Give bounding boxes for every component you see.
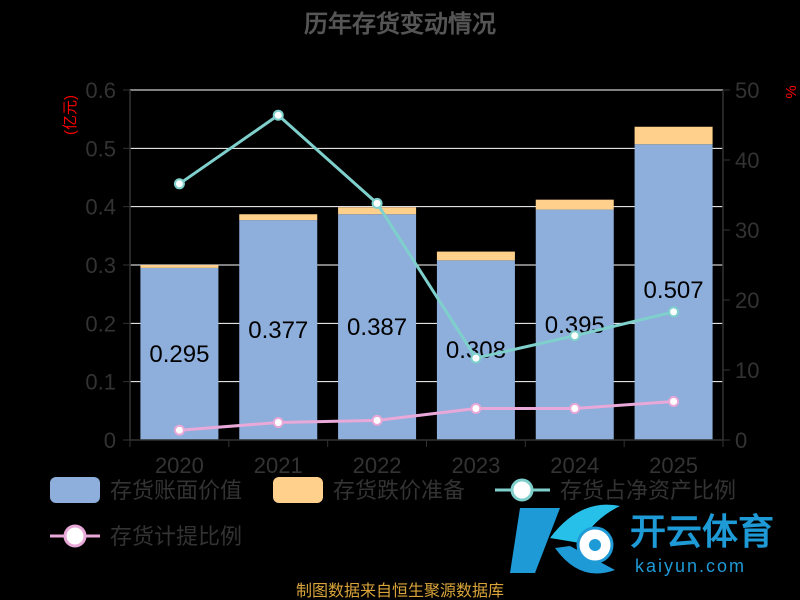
bar-book-value-2020 (140, 267, 219, 440)
point-net-asset-ratio-2025 (668, 306, 680, 318)
x-axis-tick-label: 2024 (550, 453, 599, 478)
legend-item-net-asset-ratio[interactable]: 存货占净资产比例 (495, 478, 736, 503)
bar-impairment-2025 (634, 126, 713, 145)
kaiyun-logo-icon (510, 504, 620, 574)
point-net-asset-ratio-2024 (569, 330, 581, 342)
right-axis-tick-label: 30 (735, 218, 759, 243)
point-provision-ratio-2020 (173, 424, 185, 436)
left-axis-tick-label: 0.1 (85, 370, 116, 395)
legend-item-provision-ratio[interactable]: 存货计提比例 (50, 524, 242, 549)
bar-data-label: 0.507 (644, 277, 704, 304)
bar-series (140, 126, 713, 440)
x-axis-tick-label: 2020 (155, 453, 204, 478)
bar-data-label: 0.295 (149, 341, 209, 368)
legend-label-provision-ratio: 存货计提比例 (110, 524, 242, 549)
left-axis-tick-label: 0 (104, 428, 116, 453)
bar-impairment-2021 (239, 214, 318, 221)
point-net-asset-ratio-2023 (470, 352, 482, 364)
watermark-site: kaiyun.com (635, 556, 746, 576)
legend-label-impairment: 存货跌价准备 (333, 478, 465, 503)
point-net-asset-ratio-2020 (173, 178, 185, 190)
point-provision-ratio-2025 (668, 396, 680, 407)
x-axis-tick-label: 2025 (649, 453, 698, 478)
left-axis-tick-label: 0.6 (85, 78, 116, 103)
left-axis-unit-label: (亿元) (62, 95, 79, 135)
legend-marker-net-asset-ratio (510, 478, 534, 502)
left-axis-tick-label: 0.5 (85, 136, 116, 161)
right-axis-tick-label: 50 (735, 78, 759, 103)
bar-impairment-2023 (436, 251, 515, 261)
line-series (173, 109, 680, 436)
right-axis-tick-label: 20 (735, 288, 759, 313)
bar-book-value-2024 (535, 209, 614, 440)
left-axis-tick-label: 0.2 (85, 311, 116, 336)
legend-swatch-book-value (50, 477, 100, 503)
bar-book-value-2025 (634, 144, 713, 440)
bar-impairment-2024 (535, 199, 614, 210)
axes: 0 0.1 0.2 0.3 0.4 0.5 0.6 0 10 20 30 40 50 2020 2021 20… (85, 78, 759, 478)
legend-marker-provision-ratio (63, 524, 87, 548)
point-net-asset-ratio-2022 (371, 197, 383, 209)
point-provision-ratio-2021 (272, 417, 284, 428)
line-provision-ratio (179, 400, 674, 432)
left-axis-tick-label: 0.4 (85, 195, 116, 220)
point-provision-ratio-2024 (569, 403, 581, 414)
point-provision-ratio-2022 (371, 414, 383, 426)
x-axis-tick-label: 2022 (353, 453, 402, 478)
watermark-brand: 开云体育 (630, 511, 774, 552)
legend-item-impairment-reserve[interactable]: 存货跌价准备 (273, 477, 465, 503)
right-axis-tick-label: 0 (735, 428, 747, 453)
right-axis-unit-label: % (783, 85, 800, 98)
source-note: 制图数据来自恒生聚源数据库 (296, 582, 504, 600)
bar-impairment-2022 (338, 207, 417, 215)
right-axis-tick-label: 10 (735, 358, 759, 383)
point-net-asset-ratio-2021 (272, 109, 284, 121)
right-axis-tick-label: 40 (735, 148, 759, 173)
bar-book-value-2021 (239, 220, 318, 440)
kaiyun-watermark: 开云体育 kaiyun.com (510, 504, 774, 576)
chart-title: 历年存货变动情况 (304, 10, 496, 38)
x-axis-tick-label: 2021 (254, 453, 303, 478)
bar-book-value-2022 (338, 214, 417, 440)
left-axis-tick-label: 0.3 (85, 253, 116, 278)
legend-label-net-asset-ratio: 存货占净资产比例 (560, 478, 736, 503)
line-net-asset-ratio (178, 113, 674, 360)
legend-item-inventory-book-value[interactable]: 存货账面价值 (50, 477, 242, 503)
legend-label-book-value: 存货账面价值 (110, 478, 242, 503)
bar-data-label: 0.387 (347, 314, 407, 341)
grid-lines (130, 89, 723, 383)
point-provision-ratio-2023 (470, 403, 482, 414)
legend: 存货账面价值 存货跌价准备 存货占净资产比例 存货计提比例 (50, 477, 736, 549)
bar-impairment-2020 (140, 265, 219, 268)
x-axis-tick-label: 2023 (451, 453, 500, 478)
legend-swatch-impairment (273, 477, 323, 503)
bar-data-label: 0.377 (248, 317, 308, 344)
